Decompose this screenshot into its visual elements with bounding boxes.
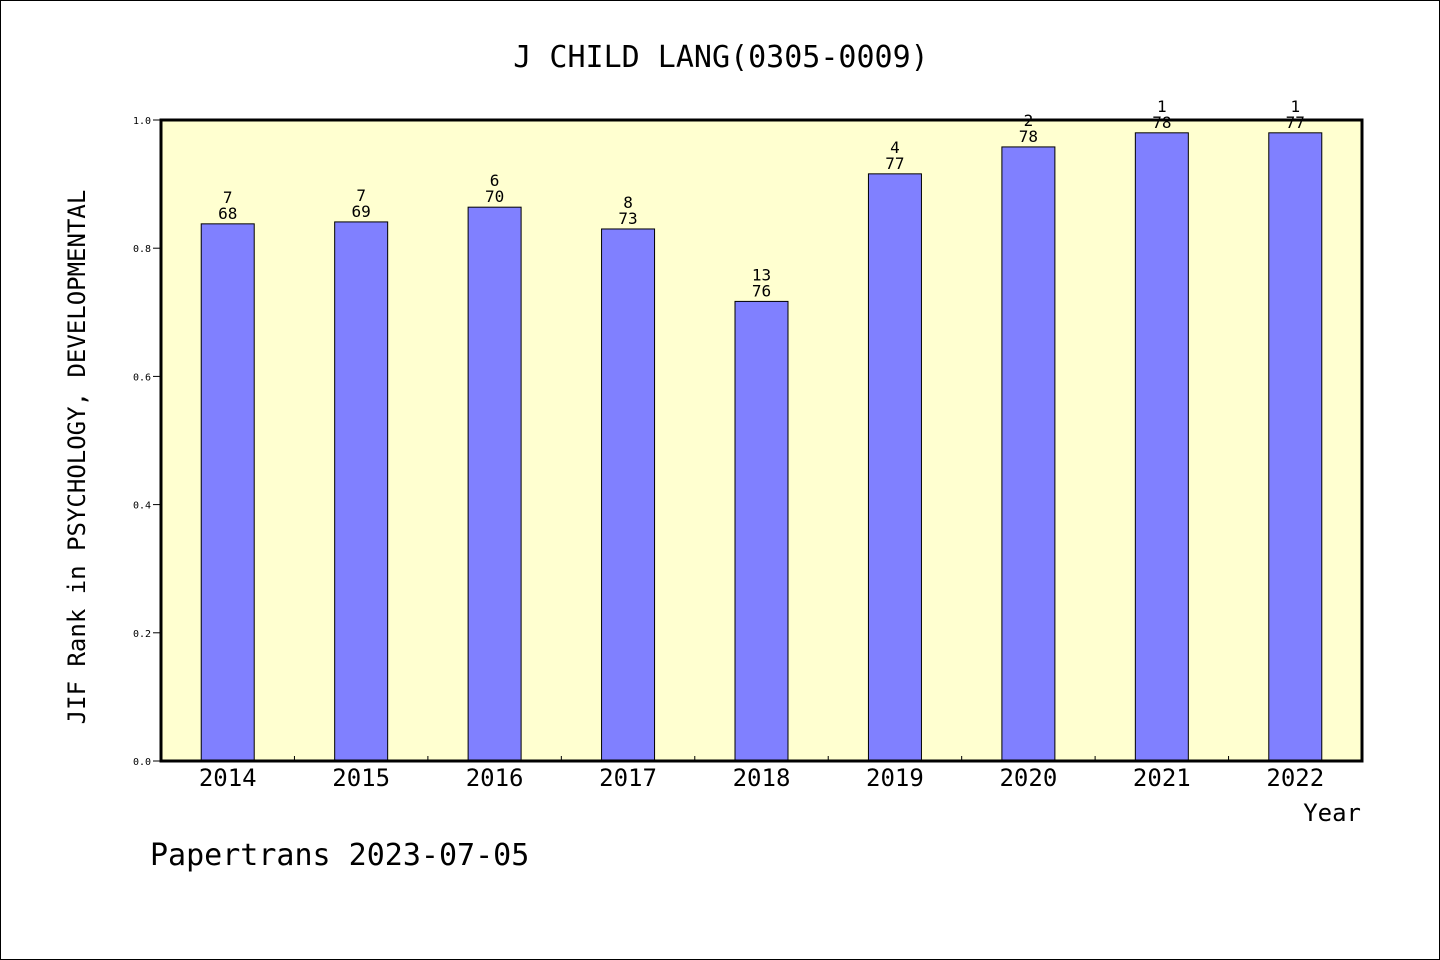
y-tick-label-0.8: 0.8 [133, 244, 151, 255]
bar-total-label-2021: 78 [1152, 113, 1171, 132]
y-axis-label: JIF Rank in PSYCHOLOGY, DEVELOPMENTAL [63, 190, 91, 725]
bar-2014 [200, 223, 255, 762]
bar-total-label-2018: 76 [752, 281, 771, 300]
y-tick-label-0.2: 0.2 [133, 629, 151, 640]
x-tick-label-2020: 2020 [999, 764, 1057, 792]
chart-title: J CHILD LANG(0305-0009) [513, 40, 928, 75]
x-tick-label-2018: 2018 [733, 764, 791, 792]
bar-2015 [334, 221, 389, 762]
x-tick-label-2015: 2015 [332, 764, 390, 792]
bar-rank-label-2018: 13 [752, 265, 771, 284]
bar-rank-label-2019: 4 [890, 138, 900, 157]
bar-total-label-2019: 77 [885, 154, 904, 173]
bar-rank-label-2017: 8 [623, 193, 633, 212]
bar-2016 [467, 206, 522, 762]
x-tick-label-2017: 2017 [599, 764, 657, 792]
ticks-layer: 2014 2015 2016 2017 2018 2019 2020 2021 2022 0.0 0… [133, 116, 1324, 792]
x-tick-label-2014: 2014 [199, 764, 257, 792]
bar-rank-label-2015: 7 [356, 186, 366, 205]
bar-rank-label-2014: 7 [223, 188, 233, 207]
y-tick-label-0.4: 0.4 [133, 501, 151, 512]
bar-total-label-2014: 68 [218, 204, 237, 223]
bar-rank-label-2022: 1 [1290, 97, 1300, 116]
bar-rank-label-2021: 1 [1157, 97, 1167, 116]
x-tick-label-2021: 2021 [1133, 764, 1191, 792]
bar-total-label-2017: 73 [618, 209, 637, 228]
bar-2019 [867, 173, 922, 762]
y-tick-label-0.0: 0.0 [133, 757, 151, 768]
bar-total-label-2022: 77 [1286, 113, 1305, 132]
y-tick-label-0.6: 0.6 [133, 372, 151, 383]
x-axis-label: Year [1303, 799, 1361, 827]
bar-rank-label-2016: 6 [490, 171, 500, 190]
bar-total-label-2015: 69 [352, 202, 371, 221]
x-tick-label-2016: 2016 [466, 764, 524, 792]
bar-2018 [734, 300, 789, 762]
x-tick-label-2022: 2022 [1266, 764, 1324, 792]
bar-total-label-2020: 78 [1019, 127, 1038, 146]
y-tick-label-1.0: 1.0 [133, 116, 151, 127]
bar-total-label-2016: 70 [485, 187, 504, 206]
bar-2017 [601, 228, 656, 762]
plot-frame [159, 118, 1364, 763]
bar-2021 [1134, 132, 1189, 762]
bar-2020 [1001, 146, 1056, 762]
bar-2022 [1268, 132, 1323, 762]
x-tick-label-2019: 2019 [866, 764, 924, 792]
footer-credit: Papertrans 2023-07-05 [150, 838, 529, 873]
